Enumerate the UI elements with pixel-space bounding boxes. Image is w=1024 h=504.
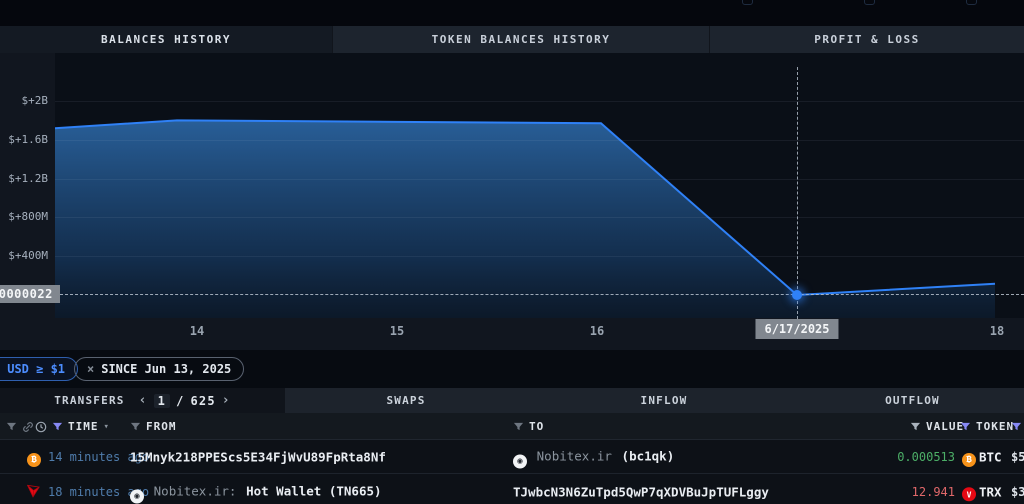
to-entity-name: Nobitex.ir: [536, 448, 612, 463]
gridline: [55, 256, 1024, 258]
tab-transfers-label: TRANSFERS: [54, 394, 125, 407]
nobitex-icon: ◉: [513, 454, 527, 468]
usd-value: $54: [1011, 449, 1024, 464]
tab-transfers[interactable]: TRANSFERS ‹ 1 / 625 ›: [0, 388, 285, 413]
filter-chip-usd-label: USD ≥ $1: [7, 362, 66, 376]
next-page-button[interactable]: ›: [221, 393, 231, 408]
y-axis-label: $+1.2B: [8, 171, 48, 185]
tab-token-balances-history[interactable]: TOKEN BALANCES HISTORY: [333, 26, 710, 53]
token-symbol[interactable]: BTC: [979, 449, 1002, 464]
toolbar-icon-fragment: [742, 0, 753, 5]
tab-inflow[interactable]: INFLOW: [527, 388, 801, 413]
transfer-value: 12.941: [911, 484, 955, 499]
x-axis-label: 15: [389, 324, 405, 338]
from-entity-name: Nobitex.ir:: [153, 483, 237, 498]
filter-icon[interactable]: [910, 421, 921, 432]
close-icon[interactable]: ×: [87, 362, 95, 376]
transfers-table-body: ₿ 14 minutes ago 15Mnyk218PPEScs5E34FjWv…: [0, 440, 1024, 504]
balances-history-chart: 1W 1M 3M $+2B$+1.6B$+1.2B$+800M$+400M 14…: [0, 53, 1024, 350]
y-axis-label: $+800M: [8, 210, 48, 224]
top-bar: [0, 0, 1024, 26]
gridline: [55, 178, 1024, 180]
usd-value: $3.: [1011, 484, 1024, 499]
filter-bar: × USD ≥ $1 × SINCE Jun 13, 2025: [0, 350, 1024, 388]
tab-profit-and-loss[interactable]: PROFIT & LOSS: [710, 26, 1024, 53]
selected-date-badge: 6/17/2025: [755, 319, 839, 339]
selected-point-marker[interactable]: [792, 290, 802, 300]
x-axis-label: 14: [189, 324, 205, 338]
token-btc-icon: ₿: [962, 447, 976, 467]
toolbar-icon-fragment: [864, 0, 875, 5]
column-token[interactable]: TOKEN: [976, 420, 1015, 433]
column-to[interactable]: TO: [529, 420, 545, 433]
toolbar-icon-fragment: [966, 0, 977, 5]
chevron-down-icon: ▾: [103, 421, 109, 432]
filter-chip-since-label: SINCE Jun 13, 2025: [101, 362, 232, 376]
from-entity[interactable]: ◉ Nobitex.ir: Hot Wallet (TN665): [130, 480, 382, 503]
page-separator: /: [176, 393, 185, 408]
filter-icon[interactable]: [6, 421, 17, 432]
x-axis-label: 16: [589, 324, 605, 338]
balance-line: [55, 119, 996, 297]
column-from[interactable]: FROM: [146, 420, 177, 433]
table-row[interactable]: ₿ 14 minutes ago 15Mnyk218PPEScs5E34FjWv…: [0, 440, 1024, 474]
gridline: [55, 139, 1024, 141]
clock-icon[interactable]: [35, 421, 47, 433]
token-trx-icon: V: [962, 482, 976, 502]
link-icon[interactable]: [22, 421, 34, 433]
btc-icon: ₿: [27, 447, 41, 467]
filter-icon[interactable]: [130, 421, 141, 432]
from-address[interactable]: 15Mnyk218PPEScs5E34FjWvU89FpRta8Nf: [130, 449, 386, 464]
current-value-badge: 00000022: [0, 285, 60, 303]
prev-page-button[interactable]: ‹: [138, 393, 148, 408]
nobitex-icon: ◉: [130, 489, 144, 503]
to-entity[interactable]: ◉ Nobitex.ir (bc1qk): [513, 445, 674, 468]
to-address[interactable]: TJwbcN3N6ZuTpd5QwP7qXDVBuJpTUFLggy: [513, 484, 769, 499]
token-symbol[interactable]: TRX: [979, 484, 1002, 499]
to-entity-detail: (bc1qk): [621, 448, 675, 463]
column-time[interactable]: TIME: [68, 420, 99, 433]
transfer-time[interactable]: 14 minutes ago: [48, 449, 150, 464]
y-axis-label: $+400M: [8, 249, 48, 263]
history-tab-bar: BALANCES HISTORY TOKEN BALANCES HISTORY …: [0, 26, 1024, 53]
x-axis-label: 18: [989, 324, 1005, 338]
filter-chip-since[interactable]: × SINCE Jun 13, 2025: [74, 357, 245, 381]
area-fill: [55, 120, 995, 318]
total-pages: 625: [190, 393, 216, 408]
tron-icon: [26, 482, 40, 501]
current-page: 1: [153, 393, 171, 408]
chart-plot-area[interactable]: [55, 53, 1024, 318]
table-row[interactable]: 18 minutes ago ◉ Nobitex.ir: Hot Wallet …: [0, 475, 1024, 504]
gridline: [55, 217, 1024, 219]
gridline: [55, 101, 1024, 102]
tab-balances-history[interactable]: BALANCES HISTORY: [0, 26, 333, 53]
filter-icon-active[interactable]: [52, 421, 63, 432]
column-value[interactable]: VALUE: [926, 420, 965, 433]
filter-chip-usd[interactable]: × USD ≥ $1: [0, 357, 79, 381]
table-column-header: TIME ▾ FROM TO VALUE TOKEN: [0, 413, 1024, 440]
filter-icon[interactable]: [513, 421, 524, 432]
filter-icon-active[interactable]: [960, 421, 971, 432]
selected-date-dashed-line: [797, 67, 798, 319]
tab-outflow[interactable]: OUTFLOW: [801, 388, 1024, 413]
transfer-value: 0.000513: [897, 449, 955, 464]
tab-swaps[interactable]: SWAPS: [285, 388, 527, 413]
table-tab-bar: TRANSFERS ‹ 1 / 625 › SWAPS INFLOW OUTFL…: [0, 388, 1024, 413]
current-value-dashed-line: [55, 294, 1024, 295]
y-axis-label: $+2B: [21, 94, 49, 107]
transfer-time[interactable]: 18 minutes ago: [48, 484, 150, 499]
area-chart-svg: [55, 119, 996, 318]
y-axis-label: $+1.6B: [8, 132, 48, 146]
from-entity-detail: Hot Wallet (TN665): [246, 483, 382, 498]
pagination: ‹ 1 / 625 ›: [139, 393, 231, 408]
filter-icon-active[interactable]: [1011, 421, 1022, 432]
